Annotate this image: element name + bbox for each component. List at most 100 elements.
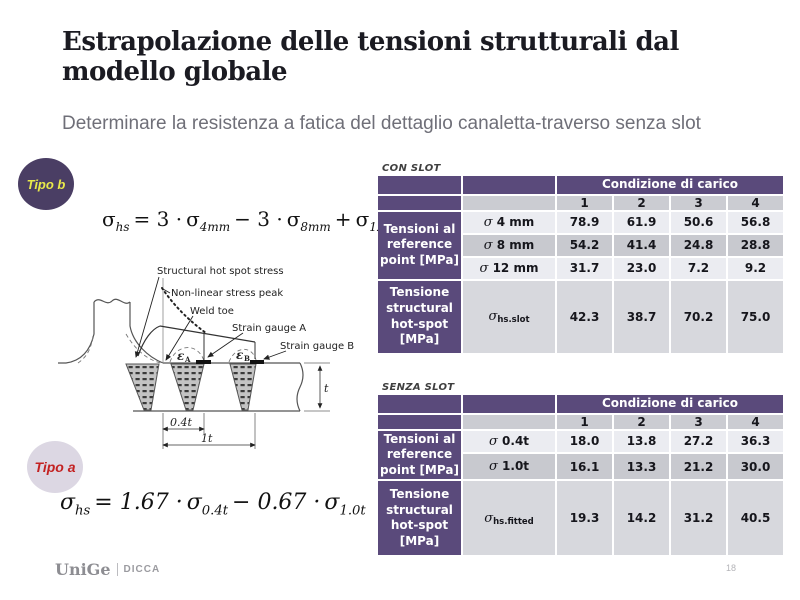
stress-triangle-gauge-a <box>170 363 205 411</box>
sigma-symbol: σ <box>186 490 202 515</box>
case-cell: 4 <box>728 195 783 210</box>
subscript: 1.0t <box>339 503 366 519</box>
case-cell: 3 <box>671 414 726 429</box>
row-label-cell: σhs.slot <box>463 280 555 353</box>
table-row: σ 8 mm 54.2 41.4 24.8 28.8 <box>378 234 783 256</box>
con-slot-table: Condizione di carico 1 2 3 4 Tensioni al… <box>376 174 785 355</box>
value-cell: 36.3 <box>728 430 783 452</box>
value-cell: 13.3 <box>614 453 669 480</box>
epsilon-b-symbol: ε <box>236 348 244 362</box>
dimension-lines <box>162 362 330 449</box>
epsilon-a-symbol: ε <box>177 349 185 363</box>
strain-gauge-a-marker <box>196 360 211 364</box>
dim-t-label: t <box>324 382 329 395</box>
subscript: hs <box>115 220 130 234</box>
value-cell: 75.0 <box>728 280 783 353</box>
header-cell <box>378 414 461 429</box>
senza-slot-section-label: SENZA SLOT <box>382 382 455 393</box>
value-cell: 13.8 <box>614 430 669 452</box>
value-cell: 23.0 <box>614 257 669 279</box>
row-label-cell: σhs.fitted <box>463 481 555 556</box>
value-cell: 41.4 <box>614 234 669 256</box>
table-row: σ 1.0t 16.1 13.3 21.2 30.0 <box>378 453 783 480</box>
header-cell <box>463 395 555 413</box>
value-cell: 56.8 <box>728 211 783 233</box>
case-cell: 2 <box>614 414 669 429</box>
value-cell: 24.8 <box>671 234 726 256</box>
group-label-cell: Tensioni al reference point [MPa] <box>378 211 461 279</box>
table-row: Condizione di carico <box>378 395 783 413</box>
formula-operator: − 3 · <box>234 207 283 231</box>
value-cell: 7.2 <box>671 257 726 279</box>
dim-1t-label: 1t <box>201 432 213 445</box>
value-cell: 38.7 <box>614 280 669 353</box>
label-arrows <box>134 276 287 361</box>
row-label-cell: σ 8 mm <box>463 234 555 256</box>
header-cell <box>378 395 461 413</box>
value-cell: 50.6 <box>671 211 726 233</box>
structural-hot-spot-label: Structural hot spot stress <box>157 266 284 277</box>
header-cell <box>378 176 461 194</box>
sigma-symbol: σ <box>488 459 498 475</box>
stress-triangle-gauge-b <box>229 363 257 411</box>
sigma-symbol: σ <box>484 510 494 526</box>
linear-extrapolation-line <box>159 325 256 343</box>
subscript: 8mm <box>300 220 331 234</box>
row-label-cell: σ 12 mm <box>463 257 555 279</box>
dashed-weld-outlines <box>77 333 257 364</box>
nonlinear-peak-curve <box>161 287 207 334</box>
tipo-a-badge: Tipo a <box>27 441 83 493</box>
value-cell: 70.2 <box>671 280 726 353</box>
sigma-symbol: σ <box>186 207 200 231</box>
value-cell: 16.1 <box>557 453 612 480</box>
page-subtitle: Determinare la resistenza a fatica del d… <box>62 113 701 134</box>
footer: UniGe DICCA <box>55 560 160 579</box>
table-row: Tensioni al reference point [MPa] σ 4 mm… <box>378 211 783 279</box>
sigma-symbol: σ <box>488 309 498 325</box>
sigma-symbol: σ <box>488 433 498 449</box>
subscript: 0.4t <box>201 503 229 519</box>
epsilon-a-subscript: A <box>184 355 191 364</box>
value-cell: 78.9 <box>557 211 612 233</box>
formula-operator: − 0.67 · <box>232 490 321 515</box>
case-cell: 1 <box>557 414 612 429</box>
value-cell: 18.0 <box>557 430 612 452</box>
group-label-cell: Tensioni al reference point [MPa] <box>378 430 461 480</box>
header-cell <box>463 195 555 210</box>
page-number: 18 <box>726 563 737 573</box>
table-row: Tensione structural hot-spot [MPa] σhs.s… <box>378 280 783 353</box>
sigma-symbol: σ <box>324 490 340 515</box>
subscript: hs <box>75 503 91 519</box>
university-logo: UniGe <box>55 560 111 579</box>
value-cell: 21.2 <box>671 453 726 480</box>
value-cell: 31.2 <box>671 481 726 556</box>
footer-divider <box>116 563 118 576</box>
case-cell: 4 <box>728 414 783 429</box>
table-row: σ 12 mm 31.7 23.0 7.2 9.2 <box>378 257 783 279</box>
surface-stress-curve <box>137 325 161 357</box>
sigma-symbol: σ <box>102 207 116 231</box>
load-condition-header-cell: Condizione di carico <box>557 176 783 194</box>
header-cell <box>378 195 461 210</box>
formula-operator: = 3 · <box>133 207 183 231</box>
value-cell: 9.2 <box>728 257 783 279</box>
strain-gauge-b-label: Strain gauge B <box>280 341 354 352</box>
sigma-symbol: σ <box>483 237 493 253</box>
con-slot-section-label: CON SLOT <box>382 163 441 174</box>
tipo-a-badge-label: Tipo a <box>34 459 76 475</box>
value-cell: 42.3 <box>557 280 612 353</box>
table-row: 1 2 3 4 <box>378 414 783 429</box>
sigma-symbol: σ <box>355 207 370 231</box>
row-label-cell: σ 4 mm <box>463 211 555 233</box>
tipo-b-badge: Tipo b <box>18 158 74 210</box>
value-cell: 31.7 <box>557 257 612 279</box>
value-cell: 19.3 <box>557 481 612 556</box>
formula-operator: = 1.67 · <box>94 490 183 515</box>
value-cell: 30.0 <box>728 453 783 480</box>
case-cell: 1 <box>557 195 612 210</box>
table-row: 1 2 3 4 <box>378 195 783 210</box>
value-cell: 27.2 <box>671 430 726 452</box>
dim-04t-label: 0.4t <box>170 416 192 429</box>
